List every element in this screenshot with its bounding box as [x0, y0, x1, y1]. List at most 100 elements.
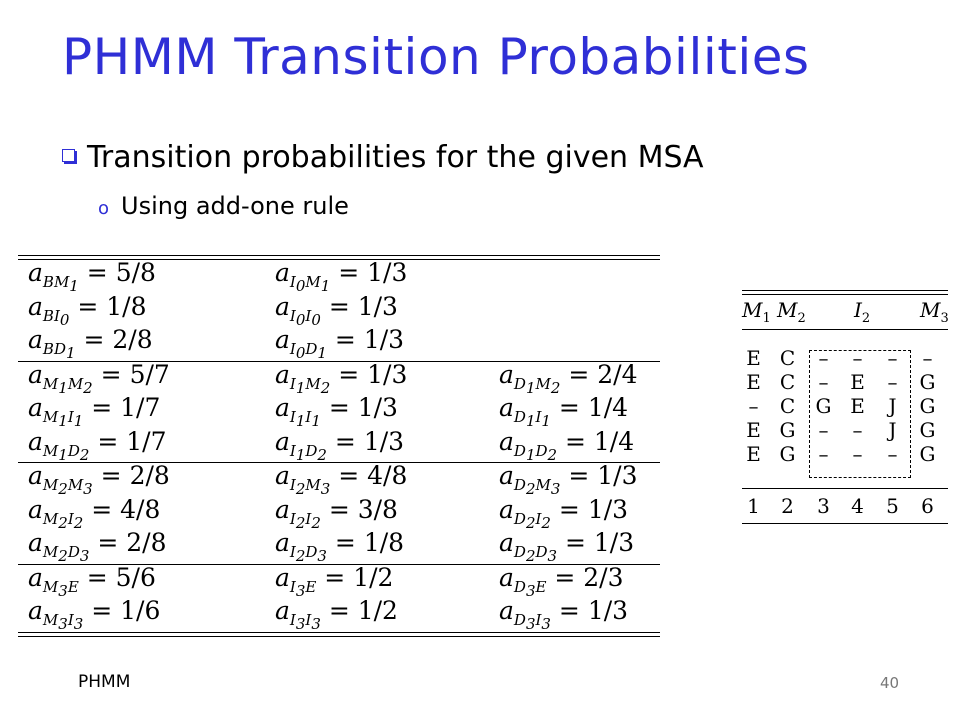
prob-value: 1/3 [593, 528, 635, 558]
prob-symbol: a [275, 393, 290, 423]
transition-row: aM2M3 = 2/8 aI2M3 = 4/8 aD2M3 = 1/3 [18, 461, 660, 499]
prob-value: 1/3 [363, 426, 405, 456]
to-state: I [53, 306, 60, 325]
prob-value: 1/8 [106, 291, 147, 321]
from-state: I [289, 611, 296, 630]
from-state: D [513, 543, 526, 562]
to-index: 3 [79, 547, 90, 566]
equals-sign: = [320, 494, 358, 524]
prob-value: 1/2 [357, 596, 398, 626]
msa-cell: G [919, 394, 936, 418]
from-state: M [42, 543, 59, 562]
equals-sign: = [330, 258, 368, 288]
transition-row: aM2D3 = 2/8 aI2D3 = 1/8 aD2D3 = 1/3 [18, 528, 660, 565]
transition-cell: aM1M2 = 5/7 [28, 360, 275, 397]
transition-cell: aD2D3 = 1/3 [499, 528, 659, 565]
prob-subscript: M1I1 [42, 408, 83, 430]
from-state: I [289, 543, 296, 562]
to-index: 1 [73, 412, 84, 431]
msa-mid-rule [742, 488, 948, 489]
prob-symbol: a [275, 291, 290, 321]
transition-cell: aM1D2 = 1/7 [28, 427, 275, 464]
from-index: 2 [58, 480, 68, 499]
from-state: D [513, 408, 526, 427]
table-bottom-rule [18, 631, 660, 637]
msa-header-rule [742, 329, 948, 330]
transition-cell: aD3E = 2/3 [499, 563, 659, 600]
msa-column-number: 4 [851, 494, 864, 518]
equals-sign: = [326, 426, 364, 456]
prob-subscript: I0M1 [289, 273, 330, 295]
msa-cell: – [887, 442, 898, 466]
msa-cell: G [919, 442, 936, 466]
from-index: 2 [525, 513, 536, 532]
equals-sign: = [546, 562, 584, 592]
equals-sign: = [83, 494, 121, 524]
from-state: I [289, 273, 296, 292]
prob-value: 1/7 [126, 426, 167, 456]
msa-header-index: 2 [797, 311, 806, 326]
to-index: 3 [541, 615, 551, 634]
from-index: 1 [58, 412, 68, 431]
msa-column-number: 6 [921, 494, 934, 518]
prob-symbol: a [275, 596, 290, 626]
from-state: M [42, 408, 59, 427]
msa-cell: – [818, 346, 829, 370]
to-state: I [67, 408, 74, 427]
msa-cell: – [852, 418, 863, 442]
msa-cell: – [852, 346, 863, 370]
to-index: 2 [317, 445, 327, 464]
prob-symbol: a [28, 426, 43, 456]
from-index: 1 [295, 412, 306, 431]
page-number: 40 [880, 674, 900, 692]
equals-sign: = [92, 359, 130, 389]
from-index: 3 [58, 581, 68, 600]
msa-cell: – [887, 370, 898, 394]
prob-subscript: D2M3 [514, 476, 560, 498]
msa-cell: J [888, 418, 897, 442]
prob-symbol: a [499, 461, 514, 491]
equals-sign: = [557, 426, 594, 456]
msa-cell: E [746, 418, 761, 442]
bullet-main: Transition probabilities for the given M… [62, 140, 704, 175]
from-state: D [513, 509, 526, 528]
prob-value: 4/8 [367, 461, 408, 491]
from-state: I [289, 509, 296, 528]
prob-value: 2/3 [583, 562, 624, 592]
msa-cell: – [887, 346, 898, 370]
to-index: 1 [311, 412, 321, 431]
from-state: D [513, 441, 526, 460]
prob-symbol: a [499, 596, 514, 626]
equals-sign: = [560, 461, 598, 491]
prob-subscript: M2I2 [43, 510, 83, 532]
from-index: 1 [525, 378, 536, 397]
to-state: E [535, 577, 547, 596]
from-index: 1 [295, 378, 306, 397]
transition-cell: aM3E = 5/6 [28, 563, 275, 600]
equals-sign: = [78, 562, 116, 592]
prob-subscript: D1D2 [513, 441, 557, 464]
equals-sign: = [326, 528, 364, 558]
prob-subscript: M2D3 [42, 543, 89, 565]
transition-cell: aD2M3 = 1/3 [499, 461, 659, 498]
transition-cell: aM2D3 = 2/8 [28, 528, 275, 565]
from-state: I [289, 306, 296, 325]
prob-symbol: a [275, 494, 290, 524]
to-state: I [67, 611, 74, 630]
equals-sign: = [92, 461, 130, 491]
msa-cell: E [746, 370, 761, 394]
equals-sign: = [89, 528, 127, 558]
insert-region-box [809, 350, 911, 478]
from-state: B [42, 306, 54, 325]
bullet-sub-text: Using add-one rule [121, 192, 349, 220]
from-state: M [42, 374, 59, 393]
msa-column-number: 3 [817, 494, 830, 518]
equals-sign: = [89, 426, 127, 456]
msa-cell: G [815, 394, 832, 418]
to-index: 1 [541, 412, 551, 431]
prob-value: 2/8 [112, 325, 153, 355]
to-index: 1 [317, 344, 327, 363]
from-state: I [289, 374, 296, 393]
transition-row: aM1M2 = 5/7 aI1M2 = 1/3 aD1M2 = 2/4 [18, 360, 660, 397]
transition-cell: aI2I2 = 3/8 [275, 495, 499, 532]
